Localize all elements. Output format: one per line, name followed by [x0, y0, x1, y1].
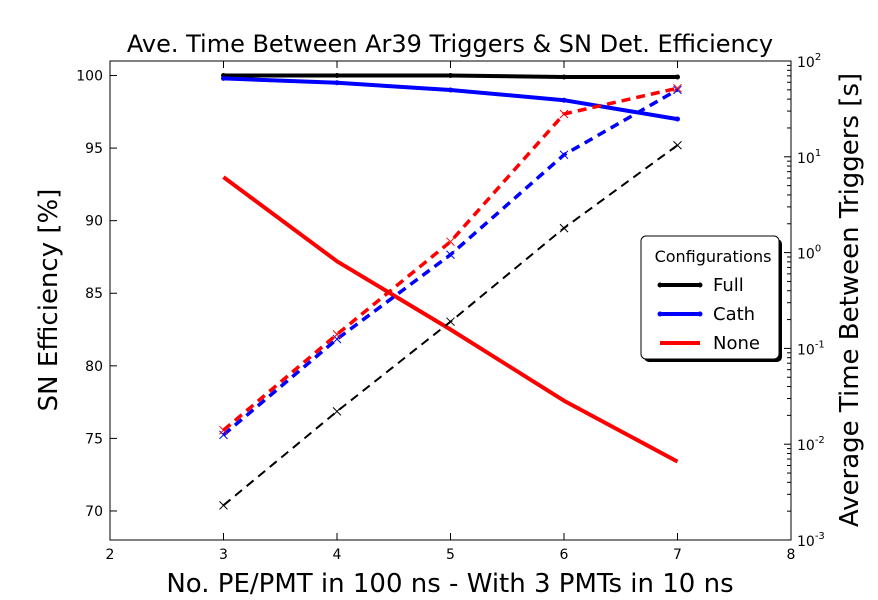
- series-line-full-time: [222, 144, 679, 507]
- legend-box: [640, 235, 780, 360]
- data-point-full-time: [446, 317, 455, 327]
- data-point-full-time: [219, 500, 228, 510]
- data-point-cath-efficiency: [448, 87, 453, 93]
- y2-tick-label: 10-2: [797, 435, 825, 454]
- data-point-none-time: [219, 425, 228, 435]
- y-tick-label: 85: [85, 286, 103, 302]
- data-point-none-time: [559, 109, 569, 119]
- y-tick-label: 75: [85, 431, 103, 447]
- x-tick-label: 3: [219, 547, 228, 563]
- data-point-full-efficiency: [561, 74, 567, 80]
- data-point-none-time: [673, 83, 682, 93]
- y-tick-label: 80: [85, 359, 103, 375]
- series-line-none-time: [222, 86, 678, 432]
- data-point-cath-efficiency: [334, 80, 340, 86]
- data-point-none-time: [446, 237, 455, 247]
- data-point-full-time: [332, 407, 342, 416]
- data-point-none-time: [332, 330, 342, 339]
- chart-title: Ave. Time Between Ar39 Triggers & SN Det…: [127, 30, 773, 58]
- axes: 2 3 4 5 6 7 8 70 75 80 85 90 95 100 10-3 10-2 10-1 100 101…: [76, 52, 825, 563]
- y2-tick-label: 10-1: [797, 339, 825, 358]
- y2-tick-label: 10-3: [797, 531, 825, 550]
- y-tick-label: 70: [85, 504, 103, 520]
- x-tick-label: 8: [787, 547, 796, 563]
- data-point-cath-efficiency: [221, 75, 226, 81]
- series-line-cath-time: [222, 88, 679, 437]
- x-tick-label: 6: [560, 547, 569, 563]
- data-point-full-efficiency: [448, 73, 453, 79]
- x-axis-label: No. PE/PMT in 100 ns - With 3 PMTs in 10…: [166, 569, 733, 599]
- legend-marker: [697, 311, 703, 317]
- y2-tick-label: 100: [797, 244, 821, 263]
- y-tick-label: 90: [85, 214, 103, 230]
- legend-label-none: None: [713, 333, 760, 354]
- legend-marker: [697, 282, 703, 288]
- y-tick-label: 95: [85, 141, 103, 157]
- y-tick-label: 100: [76, 69, 103, 85]
- y-axis-label: SN Efficiency [%]: [34, 189, 64, 412]
- data-point-cath-time: [673, 85, 682, 95]
- data-point-cath-time: [446, 250, 455, 260]
- y2-axis-label: Average Time Between Triggers [s]: [835, 73, 865, 527]
- x-tick-label: 5: [446, 547, 455, 563]
- y2-tick-label: 101: [797, 148, 821, 167]
- data-point-cath-time: [559, 150, 569, 160]
- data-point-full-efficiency: [334, 73, 340, 79]
- legend-marker: [657, 282, 663, 288]
- x-tick-label: 4: [333, 547, 342, 563]
- series-line-none-efficiency: [222, 175, 679, 464]
- legend-title: Configurations: [655, 247, 772, 266]
- data-point-full-efficiency: [675, 74, 680, 80]
- legend: Configurations Full Cath None: [640, 235, 782, 362]
- data-point-cath-efficiency: [675, 116, 680, 122]
- plot-area: [219, 73, 682, 510]
- legend-label-cath: Cath: [713, 304, 755, 325]
- data-point-cath-time: [219, 430, 228, 440]
- x-tick-label: 2: [106, 547, 115, 563]
- legend-label-full: Full: [713, 275, 744, 296]
- data-point-full-time: [673, 140, 682, 150]
- series-line-cath-efficiency: [223, 76, 678, 122]
- y2-tick-label: 102: [797, 52, 821, 71]
- data-point-full-time: [559, 223, 569, 233]
- data-point-cath-efficiency: [561, 97, 567, 103]
- x-tick-label: 7: [673, 547, 682, 563]
- legend-marker: [657, 311, 663, 317]
